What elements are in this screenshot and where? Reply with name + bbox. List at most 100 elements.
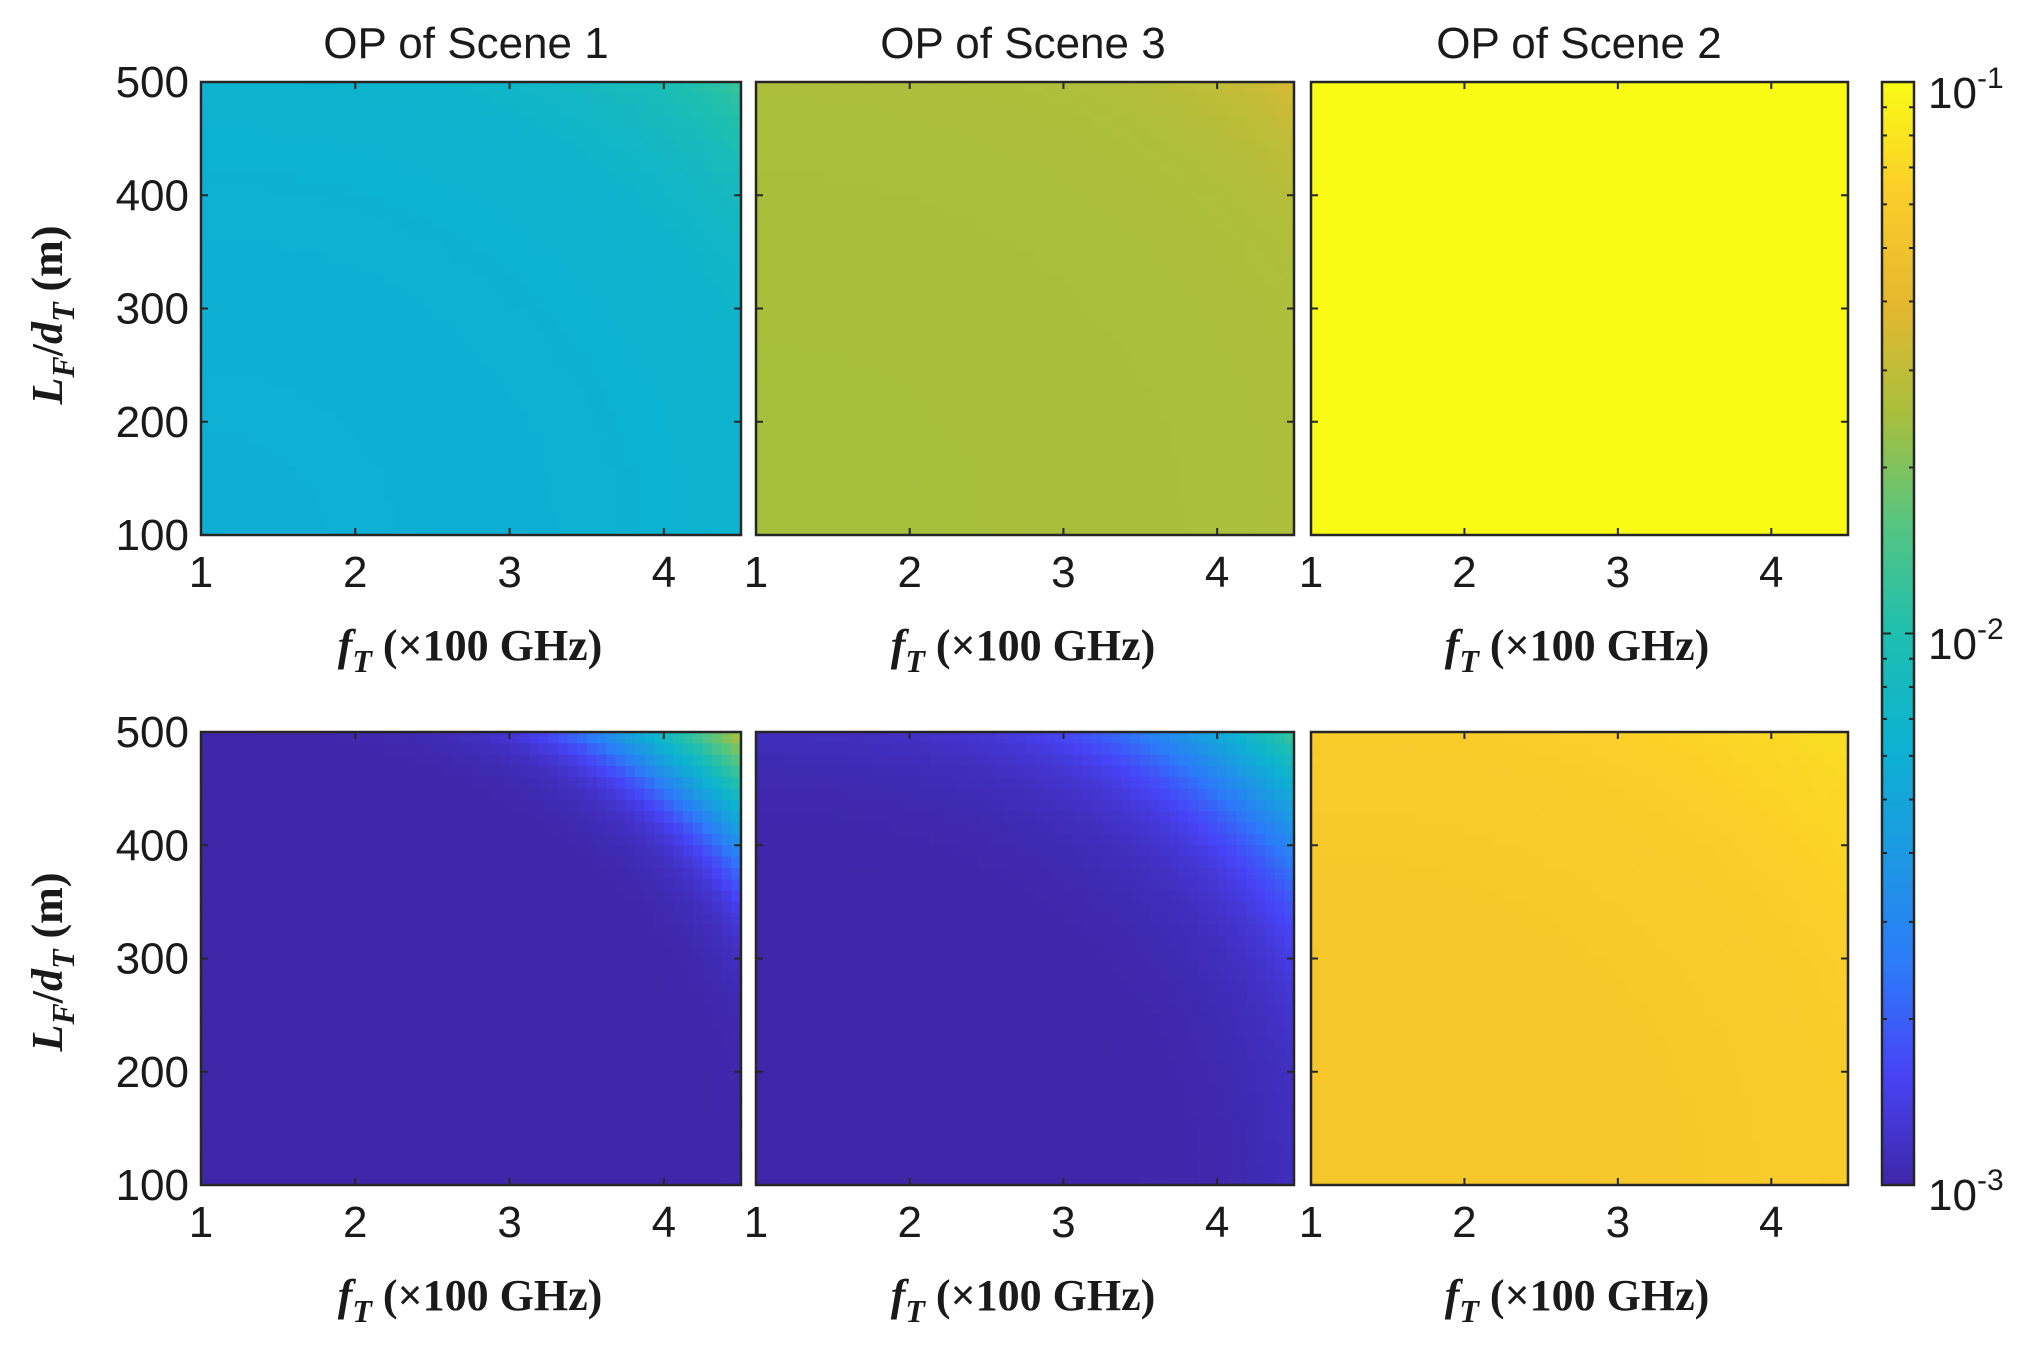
heatmap-cell [928,274,940,287]
heatmap-cell [967,138,978,151]
heatmap-cell [374,365,386,378]
heatmap-cell [890,399,901,412]
heatmap-cell [1330,444,1341,457]
heatmap-cell [461,501,472,514]
heatmap-cell [220,467,231,480]
heatmap-cell [316,331,328,344]
heatmap-cell [861,501,873,514]
heatmap-cell [1387,115,1399,129]
heatmap-cell [519,399,530,412]
heatmap-cell [355,195,366,208]
heatmap-cell [1284,489,1295,502]
heatmap-cell [890,161,901,174]
heatmap-cell [268,331,279,344]
heatmap-cell [413,285,424,298]
heatmap-cell [832,410,844,423]
heatmap-cell [239,229,251,242]
heatmap-cell [1034,467,1046,480]
heatmap-cell [1121,478,1132,491]
heatmap-cell [765,501,777,514]
heatmap-cell [384,410,395,423]
heatmap-cell [731,206,742,219]
heatmap-cell [336,138,347,151]
heatmap-cell [442,263,453,276]
heatmap-cell [1034,376,1046,389]
heatmap-cell [852,410,863,423]
heatmap-cell [239,467,251,480]
heatmap-cell [461,217,472,231]
heatmap-cell [422,421,434,434]
heatmap-cell [586,206,598,219]
heatmap-cell [1265,183,1276,197]
heatmap-cell [1101,455,1113,468]
heatmap-cell [644,217,656,231]
heatmap-cell [731,297,742,310]
heatmap-cell [586,297,598,310]
heatmap-cell [919,501,930,514]
heatmap-cell [461,387,472,400]
heatmap-cell [673,512,684,525]
heatmap-cell [538,342,549,355]
heatmap-cell [1217,285,1228,298]
heatmap-cell [451,251,463,265]
heatmap-cell [1092,297,1103,310]
heatmap-cell [413,512,424,525]
heatmap-cell [249,285,260,298]
heatmap-cell [1207,104,1218,117]
heatmap-cell [432,297,443,310]
heatmap-cell [220,229,231,242]
heatmap-cell [1015,478,1026,491]
heatmap-cell [268,387,279,400]
heatmap-cell [249,444,260,457]
heatmap-cell [557,285,569,298]
heatmap-cell [1265,421,1276,434]
heatmap-cell [606,195,617,208]
heatmap-cell [976,127,988,140]
heatmap-cell [842,138,853,151]
heatmap-cell [384,512,395,525]
heatmap-cell [996,478,1007,491]
heatmap-cell [287,319,299,332]
heatmap-cell [567,206,578,219]
heatmap-cell [229,82,241,95]
heatmap-cell [957,115,969,129]
heatmap-cell [413,319,424,332]
heatmap-cell [1406,523,1418,536]
heatmap-cell [557,331,569,344]
heatmap-cell [1053,274,1065,287]
heatmap-cell [1284,149,1295,163]
heatmap-cell [201,331,212,344]
heatmap-cell [374,455,386,468]
heatmap-cell [1121,82,1132,95]
heatmap-cell [1092,127,1103,140]
heatmap-cell [480,501,492,514]
heatmap-cell [509,399,521,412]
heatmap-cell [784,319,796,332]
heatmap-cell [278,297,289,310]
heatmap-cell [996,285,1007,298]
heatmap-cell [432,319,443,332]
heatmap-cell [1320,433,1331,446]
heatmap-cell [442,433,453,446]
heatmap-cell [1111,274,1122,287]
heatmap-cell [1284,183,1295,197]
heatmap-cell [976,478,988,491]
heatmap-cell [871,229,882,242]
heatmap-cell [307,387,318,400]
heatmap-cell [1387,478,1399,491]
heatmap-cell [210,421,222,434]
heatmap-cell [1274,421,1286,434]
heatmap-cell [1330,251,1341,265]
heatmap-cell [1092,251,1103,265]
heatmap-cell [393,512,405,525]
heatmap-cell [606,285,617,298]
heatmap-cell [1330,285,1341,298]
heatmap-cell [976,399,988,412]
heatmap-cell [976,342,988,355]
heatmap-cell [804,455,815,468]
heatmap-cell [784,489,796,502]
heatmap-cell [490,138,501,151]
heatmap-cell [900,149,911,163]
heatmap-cell [509,478,521,491]
heatmap-cell [928,217,940,231]
